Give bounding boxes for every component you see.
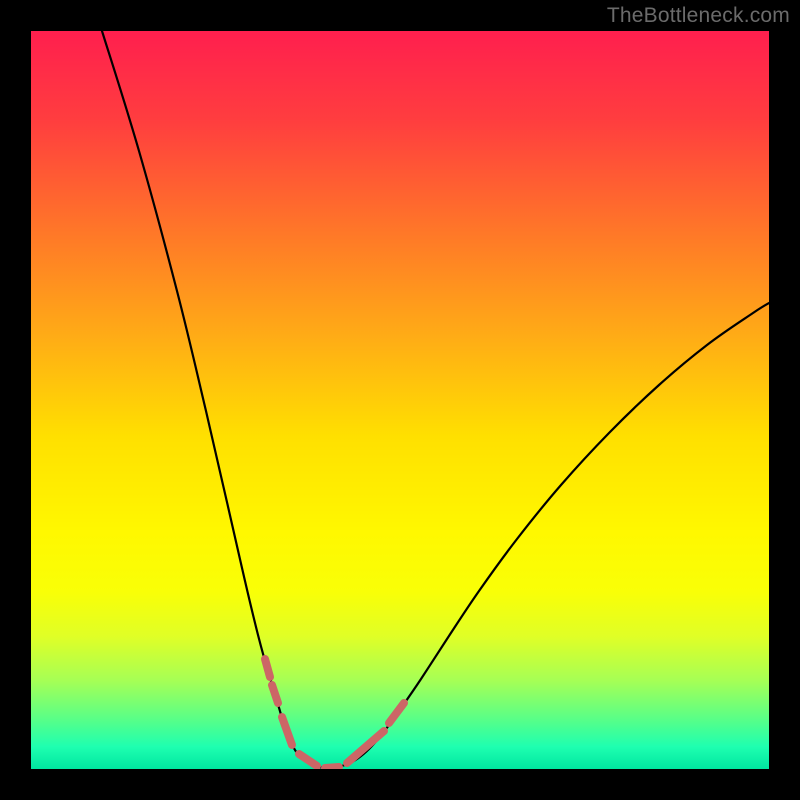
chart-plot-area — [31, 31, 769, 769]
chart-background-gradient — [31, 31, 769, 769]
watermark-text: TheBottleneck.com — [607, 4, 790, 28]
